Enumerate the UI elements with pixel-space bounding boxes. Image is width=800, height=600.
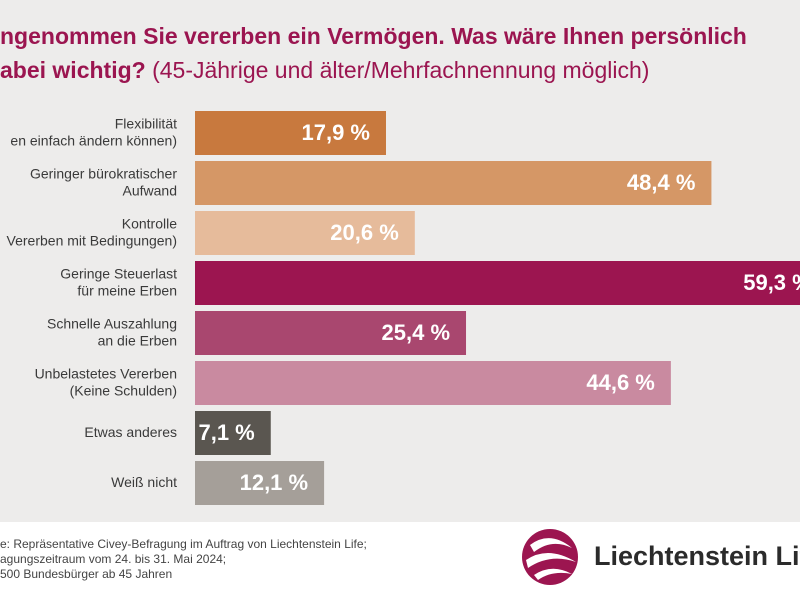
category-label: Flexibilität en einfach ändern können) [10,115,177,148]
category-line: an die Erben [98,332,177,348]
value-label: 25,4 % [382,320,451,345]
source-note: agungszeitraum vom 24. bis 31. Mai 2024; [0,552,226,566]
value-label: 12,1 % [240,470,309,495]
bar [195,161,712,205]
bar [195,111,386,155]
category-label: Geringer bürokratischer Aufwand [30,165,177,198]
value-label: 59,3 % [743,270,800,295]
category-line: (Keine Schulden) [70,382,177,398]
category-line: Unbelastetes Vererben [35,365,177,381]
category-label: Weiß nicht [111,474,177,490]
category-line: Etwas anderes [84,424,177,440]
value-label: 20,6 % [330,220,399,245]
category-label: Unbelastetes Vererben (Keine Schulden) [35,365,177,398]
bar [195,411,271,455]
category-line: Geringer bürokratischer [30,165,177,181]
chart-title-line: abei wichtig? (45-Jährige und älter/Mehr… [0,57,649,83]
category-line: Vererben mit Bedingungen) [7,232,177,248]
category-line: Geringe Steuerlast [60,265,177,281]
category-line: en einfach ändern können) [10,132,177,148]
category-line: Flexibilität [115,115,177,131]
category-label: Etwas anderes [84,424,177,440]
bar [195,361,671,405]
title-line2: abei wichtig? [0,57,146,83]
source-note: e: Repräsentative Civey-Befragung im Auf… [0,537,367,551]
value-label: 7,1 % [198,420,254,445]
bar [195,211,415,255]
category-line: für meine Erben [77,282,177,298]
bar [195,461,325,505]
logo-icon [522,529,578,585]
category-label: Schnelle Auszahlung an die Erben [47,315,177,348]
value-label: 44,6 % [586,370,655,395]
value-label: 17,9 % [301,120,370,145]
bar [195,261,800,305]
category-line: Schnelle Auszahlung [47,315,177,331]
category-label: Geringe Steuerlast für meine Erben [60,265,177,298]
logo-text: Liechtenstein Lif [594,541,800,571]
category-line: Weiß nicht [111,474,177,490]
value-label: 48,4 % [627,170,696,195]
subtitle: (45-Jährige und älter/Mehrfachnennung mö… [146,57,650,83]
category-line: Aufwand [123,182,177,198]
category-label: Kontrolle Vererben mit Bedingungen) [7,215,178,248]
bar [195,311,467,355]
source-note: 500 Bundesbürger ab 45 Jahren [0,567,172,581]
category-line: Kontrolle [122,215,177,231]
chart-title: ngenommen Sie vererben ein Vermögen. Was… [0,23,747,49]
